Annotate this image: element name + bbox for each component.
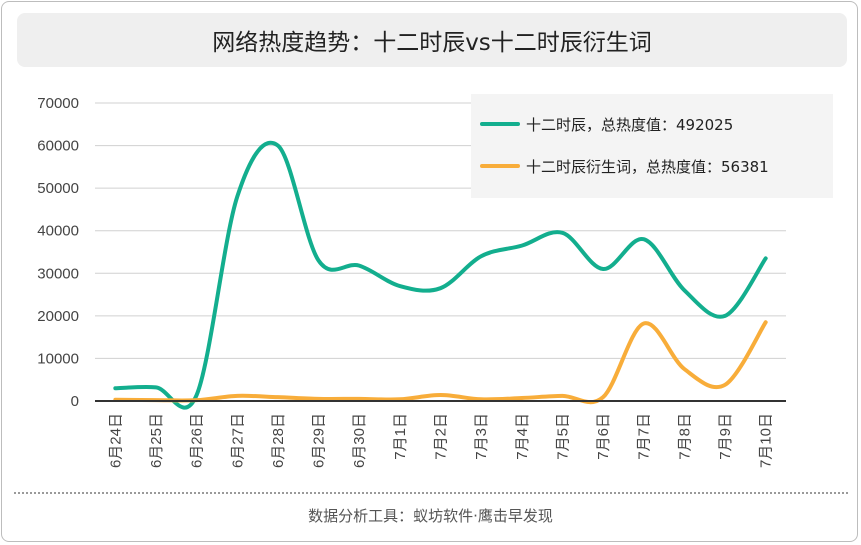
x-tick-label: 7月3日 (473, 413, 490, 460)
legend-label: 十二时辰衍生词，总热度值：56381 (526, 158, 769, 176)
x-tick-label: 6月25日 (148, 413, 165, 468)
x-tick-label: 7月10日 (758, 413, 775, 468)
y-tick-label: 40000 (37, 223, 79, 240)
series-line-1 (113, 140, 768, 410)
x-axis-ticks: 6月24日 6月25日 6月26日 6月27日 6月28日 6月29日 6月30日 7月1日 7… (107, 413, 774, 468)
y-tick-label: 0 (71, 393, 79, 410)
chart-title: 网络热度趋势：十二时辰vs十二时辰衍生词 (17, 13, 847, 67)
y-tick-label: 50000 (37, 180, 79, 197)
y-tick-label: 20000 (37, 308, 79, 325)
x-tick-label: 7月7日 (636, 413, 653, 460)
y-tick-label: 10000 (37, 350, 79, 367)
legend-label: 十二时辰，总热度值：492025 (526, 116, 733, 134)
x-tick-label: 7月9日 (717, 413, 734, 460)
x-tick-label: 7月2日 (433, 413, 450, 460)
x-tick-label: 6月27日 (229, 413, 246, 468)
footer-divider (14, 492, 848, 494)
x-tick-label: 6月29日 (311, 413, 328, 468)
series-line-2 (113, 320, 768, 405)
legend: 十二时辰，总热度值：492025 十二时辰衍生词，总热度值：56381 (471, 94, 833, 198)
x-tick-label: 6月30日 (351, 413, 368, 468)
y-axis-ticks: 0 10000 20000 30000 40000 50000 60000 70000 (37, 95, 79, 410)
x-tick-label: 7月1日 (392, 413, 409, 460)
x-tick-label: 6月24日 (107, 413, 124, 468)
legend-background (471, 94, 833, 198)
y-tick-label: 60000 (37, 138, 79, 155)
x-tick-label: 7月5日 (554, 413, 571, 460)
x-tick-label: 6月28日 (270, 413, 287, 468)
y-tick-label: 30000 (37, 265, 79, 282)
x-tick-label: 7月8日 (676, 413, 693, 460)
series-lines (113, 140, 768, 410)
x-tick-label: 7月4日 (514, 413, 531, 460)
y-tick-label: 70000 (37, 95, 79, 112)
x-tick-label: 7月6日 (595, 413, 612, 460)
footer-source: 数据分析工具：蚁坊软件·鹰击早发现 (308, 507, 553, 525)
x-tick-label: 6月26日 (189, 413, 206, 468)
